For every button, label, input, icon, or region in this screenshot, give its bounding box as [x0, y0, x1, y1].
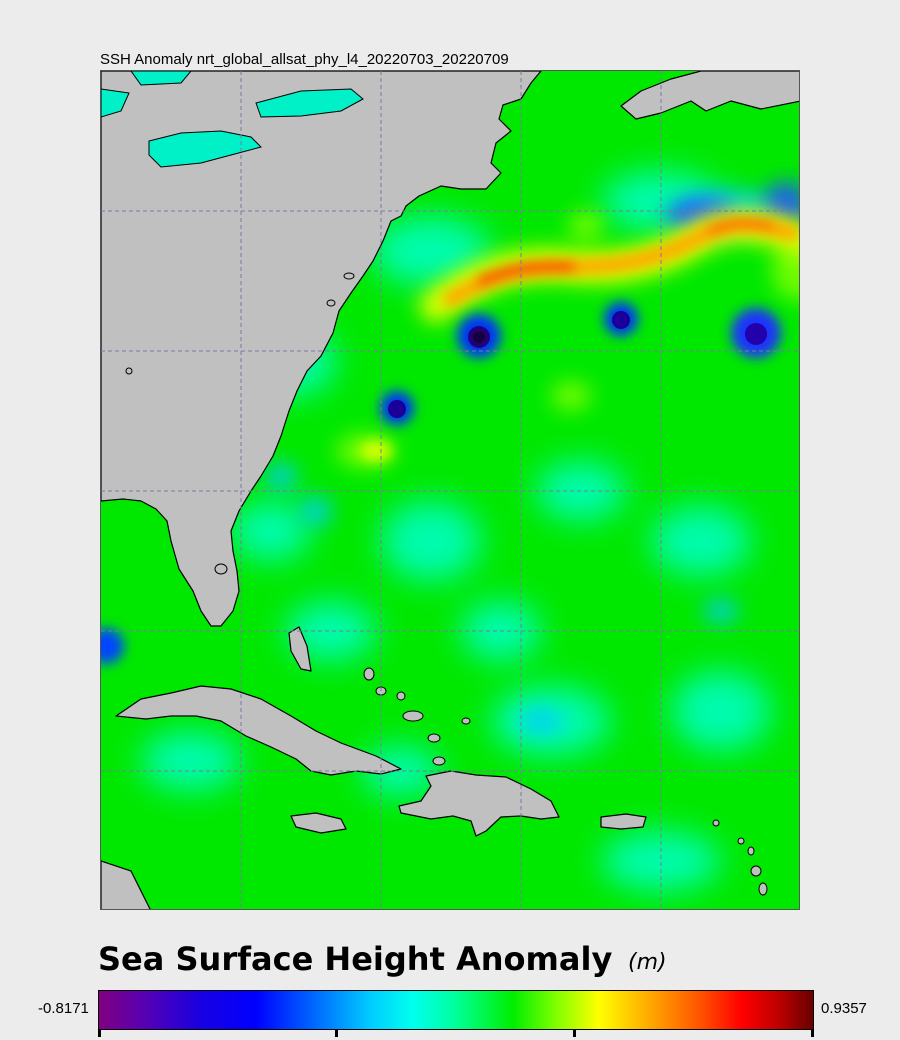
colorbar-tick: [335, 1029, 338, 1037]
land: [101, 71, 799, 909]
legend-unit: (m): [628, 950, 667, 975]
legend-title: Sea Surface Height Anomaly: [98, 940, 613, 978]
graticule: [101, 71, 799, 909]
great-lakes: [101, 71, 364, 168]
colorbar: [98, 990, 814, 1030]
colorbar-tick: [811, 1029, 814, 1037]
colorbar-max-label: 0.9357: [821, 1000, 867, 1017]
islands: [125, 272, 768, 896]
ssh-anomaly-map[interactable]: [100, 70, 800, 910]
colorbar-min-label: -0.8171: [38, 1000, 89, 1017]
colorbar-tick: [573, 1029, 576, 1037]
map-title: SSH Anomaly nrt_global_allsat_phy_l4_202…: [100, 51, 509, 68]
colorbar-tick: [98, 1029, 101, 1037]
